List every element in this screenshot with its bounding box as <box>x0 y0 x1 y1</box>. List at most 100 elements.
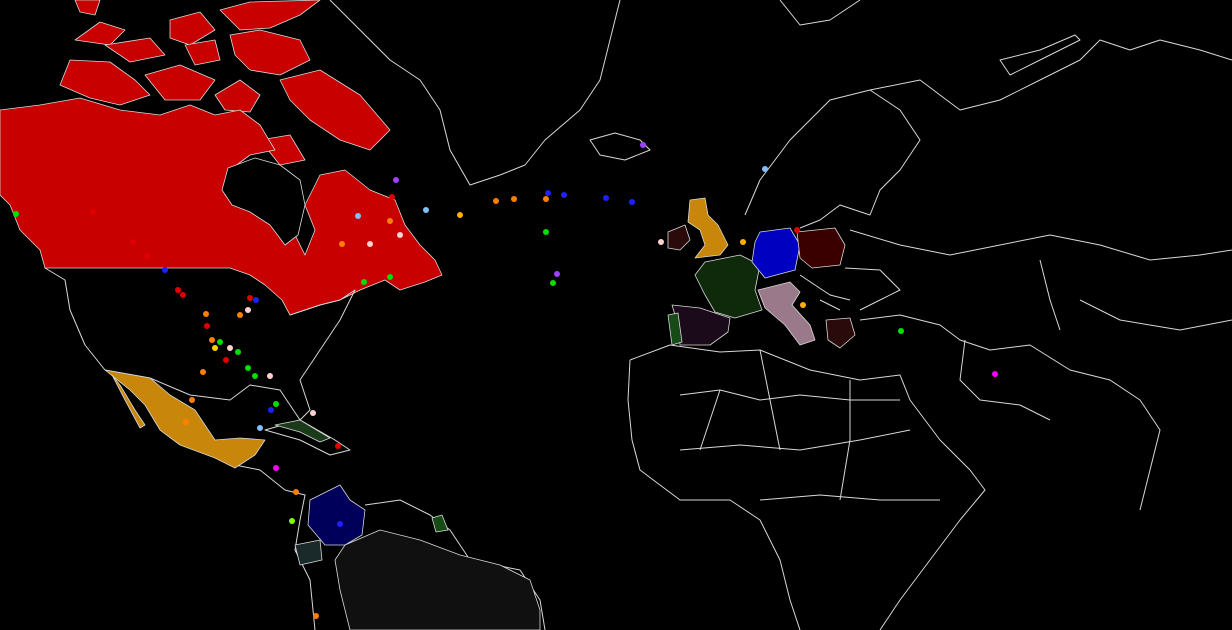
city-marker <box>289 518 295 524</box>
city-marker <box>658 239 664 245</box>
brazil <box>334 529 541 630</box>
city-marker <box>367 241 373 247</box>
city-marker <box>267 373 273 379</box>
borders-shape <box>759 494 940 501</box>
city-marker <box>175 287 181 293</box>
highlighted-countries <box>104 197 856 630</box>
arctic-islands-shape <box>184 39 221 66</box>
hudson-bay <box>221 157 306 246</box>
city-marker <box>180 292 186 298</box>
city-marker <box>629 199 635 205</box>
united-kingdom <box>687 197 729 259</box>
city-marker <box>393 177 399 183</box>
city-marker <box>397 232 403 238</box>
borders-shape <box>869 39 1232 111</box>
city-markers <box>13 142 998 619</box>
city-marker <box>457 212 463 218</box>
city-marker <box>794 227 800 233</box>
city-marker <box>543 229 549 235</box>
borders-shape <box>329 0 621 186</box>
city-marker <box>245 307 251 313</box>
borders-shape <box>629 344 986 630</box>
city-marker <box>268 407 274 413</box>
city-marker <box>550 280 556 286</box>
borders-shape <box>779 0 861 26</box>
portugal <box>667 312 683 346</box>
city-marker <box>204 323 210 329</box>
arctic-islands-shape <box>214 79 261 113</box>
borders-shape <box>859 314 1161 511</box>
city-marker <box>227 345 233 351</box>
city-marker <box>762 166 768 172</box>
city-marker <box>13 211 19 217</box>
cuba <box>274 419 331 443</box>
borders-shape <box>799 267 901 311</box>
arctic-islands-shape <box>144 64 216 101</box>
borders-shape <box>627 359 801 630</box>
city-marker <box>387 218 393 224</box>
city-marker <box>493 198 499 204</box>
ireland <box>667 224 691 251</box>
city-marker <box>212 345 218 351</box>
city-marker <box>237 312 243 318</box>
arctic-islands-shape <box>104 37 166 63</box>
city-marker <box>545 190 551 196</box>
city-marker <box>310 410 316 416</box>
city-marker <box>335 443 341 449</box>
france <box>694 254 763 319</box>
city-marker <box>337 521 343 527</box>
arctic-islands-shape <box>59 59 151 106</box>
city-marker <box>200 369 206 375</box>
arctic-islands-shape <box>229 29 311 76</box>
mexico <box>104 369 266 469</box>
city-marker <box>511 196 517 202</box>
city-marker <box>203 311 209 317</box>
city-marker <box>90 209 96 215</box>
city-marker <box>387 274 393 280</box>
arctic-islands <box>59 0 391 166</box>
city-marker <box>992 371 998 377</box>
city-marker <box>257 425 263 431</box>
city-marker <box>189 397 195 403</box>
borders-shape <box>744 89 921 229</box>
borders-shape <box>234 464 316 630</box>
arctic-islands-shape <box>279 69 391 151</box>
city-marker <box>235 349 241 355</box>
borders-shape <box>364 499 546 630</box>
city-marker <box>561 192 567 198</box>
city-marker <box>293 489 299 495</box>
city-marker <box>162 267 168 273</box>
arctic-islands-shape <box>74 21 126 46</box>
borders-shape <box>999 34 1081 76</box>
canada-mainland <box>0 97 443 316</box>
city-marker <box>247 295 253 301</box>
city-marker <box>273 401 279 407</box>
city-marker <box>273 465 279 471</box>
city-marker <box>554 271 560 277</box>
city-marker <box>389 194 395 200</box>
canada <box>0 97 443 316</box>
city-marker <box>740 239 746 245</box>
colombia <box>307 484 366 546</box>
borders-shape <box>589 132 651 161</box>
city-marker <box>217 339 223 345</box>
poland <box>796 227 846 269</box>
italy <box>757 281 816 346</box>
arctic-islands-shape <box>219 0 321 31</box>
borders-shape <box>44 267 356 421</box>
germany <box>751 227 801 279</box>
city-marker <box>361 279 367 285</box>
city-marker <box>313 613 319 619</box>
city-marker <box>144 253 150 259</box>
city-marker <box>183 419 189 425</box>
city-marker <box>800 302 806 308</box>
guyana <box>431 514 449 533</box>
greece <box>825 317 856 349</box>
arctic-islands-shape <box>74 0 101 16</box>
city-marker <box>603 195 609 201</box>
city-marker <box>253 297 259 303</box>
city-marker <box>543 196 549 202</box>
borders-shape <box>849 229 1232 261</box>
city-marker <box>898 328 904 334</box>
